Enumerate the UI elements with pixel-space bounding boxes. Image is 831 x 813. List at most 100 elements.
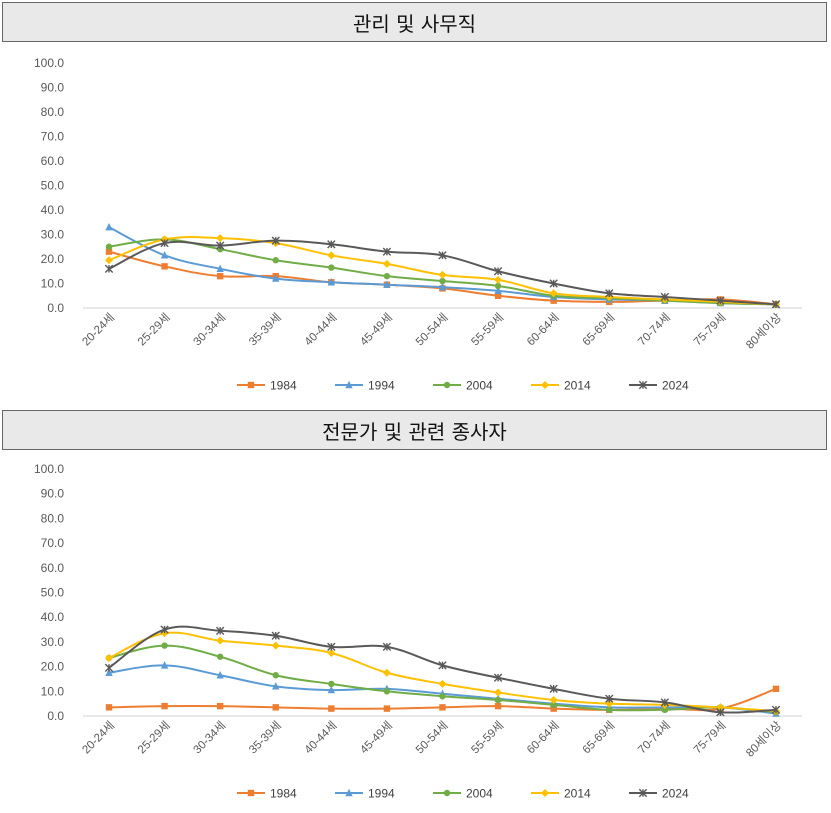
circle-marker [494,282,502,290]
star-marker [716,708,725,717]
y-tick-label: 90.0 [41,487,65,501]
y-tick-label: 80.0 [41,511,65,525]
series-1994 [105,222,780,308]
y-tick-label: 60.0 [41,154,65,168]
diamond-marker [438,679,447,688]
chart-panel-management: 관리 및 사무직 0.0 10.0 20.0 30.0 40.0 50.0 60.0 70.0… [2,2,827,393]
x-tick-label: 55-59세 [469,719,506,756]
legend-label: 1994 [368,379,395,393]
legend-item: 2014 [531,379,591,393]
square-marker [105,704,113,711]
legend-label: 1994 [368,787,395,801]
x-tick-label: 35-39세 [246,311,283,348]
legend-item: 1984 [237,787,297,801]
y-tick-label: 0.0 [47,709,64,723]
chart-title: 전문가 및 관련 종사자 [2,410,827,450]
y-tick-label: 10.0 [41,277,65,291]
x-tick-label: 35-39세 [246,719,283,756]
legend-item: 1994 [335,379,395,393]
x-tick-label: 45-49세 [358,719,395,756]
diamond-marker [438,270,447,279]
y-axis: 0.0 10.0 20.0 30.0 40.0 50.0 60.0 70.0 80.0 90.0 1… [34,462,64,723]
star-marker [605,289,614,298]
circle-marker [439,277,446,285]
circle-marker [661,706,669,714]
triangle-marker [345,788,353,797]
triangle-marker [327,278,336,286]
square-marker [216,272,224,280]
x-tick-label: 40-44세 [302,719,339,756]
legend-item: 2004 [433,379,493,393]
chart-panel-professional: 전문가 및 관련 종사자 0.0 10.0 20.0 30.0 40.0 50.0 60.0… [0,408,831,813]
circle-marker [328,264,335,271]
circle-marker [443,789,451,797]
star-marker [104,663,114,673]
triangle-marker [345,380,353,389]
legend-label: 2014 [564,379,591,393]
triangle-marker [272,274,280,282]
star-marker [327,642,336,652]
square-marker [494,702,502,710]
x-tick-label: 65-69세 [580,311,617,348]
y-tick-label: 70.0 [41,130,65,144]
star-marker [382,642,392,652]
diamond-marker [549,289,558,298]
x-tick-label: 50-54세 [413,311,450,348]
star-marker [271,236,280,245]
series-2024 [104,625,781,717]
star-marker [160,625,169,634]
x-axis: 20-24세 25-29세 30-34세 35-39세 40-44세 45-49세 50-5… [80,719,785,760]
legend-label: 2014 [564,787,591,801]
circle-marker [216,653,224,660]
y-axis: 0.0 10.0 20.0 30.0 40.0 50.0 60.0 70.0 80.0 90.0 1… [34,56,64,315]
legend-item: 1984 [237,379,297,393]
legend-label: 2004 [466,379,493,393]
diamond-marker [382,259,391,268]
star-marker [493,673,503,682]
circle-marker [105,243,113,250]
y-tick-label: 100.0 [34,462,64,476]
star-marker [605,694,614,703]
x-tick-label: 30-34세 [191,311,228,348]
star-marker [104,264,114,273]
square-marker [247,381,255,389]
legend-item: 2024 [629,787,689,801]
triangle-marker [438,282,447,291]
star-marker [771,705,781,715]
star-marker [638,788,648,798]
y-tick-label: 50.0 [41,179,65,193]
star-marker [382,247,392,256]
diamond-marker [271,641,280,650]
y-tick-label: 70.0 [41,536,65,550]
y-tick-label: 60.0 [41,561,65,575]
star-marker [271,631,280,640]
x-tick-label: 55-59세 [469,311,506,348]
triangle-marker [383,280,391,288]
x-axis: 20-24세 25-29세 30-34세 35-39세 40-44세 45-49세 50-5… [80,311,785,352]
y-tick-label: 40.0 [41,203,65,217]
triangle-marker [494,286,502,295]
circle-marker [606,706,613,714]
x-tick-label: 80세이상 [743,311,784,352]
x-tick-label: 25-29세 [135,311,172,348]
circle-marker [383,688,391,695]
circle-marker [161,642,168,649]
x-tick-label: 60-64세 [524,311,561,348]
series-line [108,644,777,714]
legend-label: 2024 [662,379,689,393]
star-marker [160,238,169,248]
triangle-marker [105,668,113,676]
legend: 1984 1994 2004 2014 2024 [237,379,689,393]
series-2024 [104,236,781,309]
triangle-marker [216,264,224,272]
diamond-marker [549,695,558,704]
legend-label: 2004 [466,787,493,801]
y-tick-label: 20.0 [41,252,65,266]
y-tick-label: 50.0 [41,586,65,600]
x-tick-label: 70-74세 [635,311,672,348]
star-marker [660,292,670,302]
triangle-marker [160,251,169,259]
triangle-marker [272,682,280,690]
chart-title: 관리 및 사무직 [2,2,827,42]
star-marker [438,251,447,260]
